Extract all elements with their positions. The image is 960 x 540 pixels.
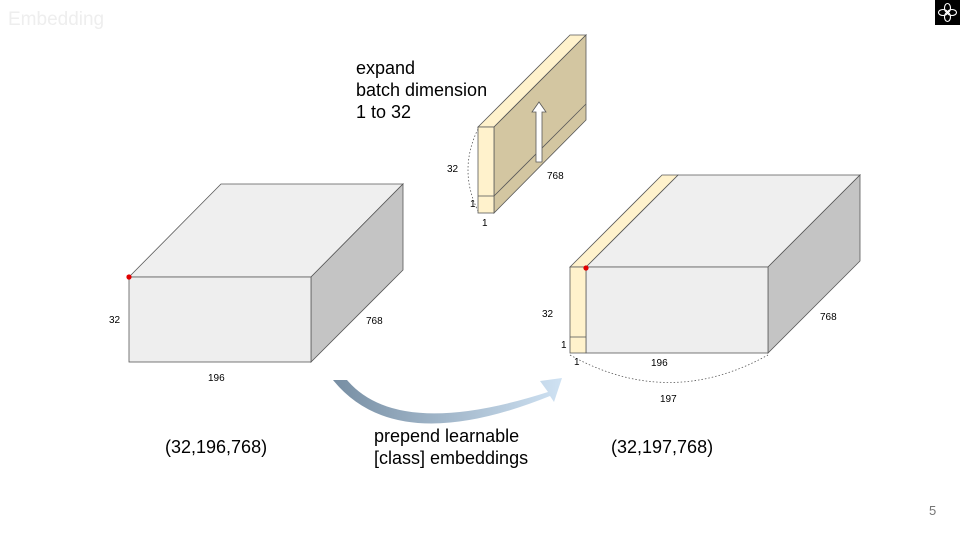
- right-dim-batch-label: 32: [542, 309, 554, 320]
- right-dim-tokens-label: 196: [651, 358, 668, 369]
- right-origin-marker: [583, 265, 589, 271]
- token-dim-embed-label: 768: [547, 171, 564, 182]
- token-dim-one-a-label: 1: [470, 199, 476, 210]
- left-shape-label: (32,196,768): [165, 437, 268, 457]
- prepend-caption-line2: [class] embeddings: [374, 448, 529, 468]
- token-dim-one-b-label: 1: [482, 218, 488, 229]
- prepend-caption: prepend learnable [class] embeddings: [374, 425, 528, 469]
- left-dim-embed-label: 768: [366, 316, 383, 327]
- logo-icon: [935, 0, 960, 25]
- right-token-front: [569, 266, 587, 354]
- right-dim-one-b-label: 1: [574, 357, 580, 368]
- left-tensor-box: [126, 183, 404, 363]
- prepend-arrow-icon: [333, 378, 562, 424]
- left-dim-batch-label: 32: [109, 315, 121, 326]
- expand-caption-line1: expand: [356, 58, 416, 78]
- prepend-caption-line1: prepend learnable: [374, 426, 520, 446]
- token-slab-front: [477, 126, 495, 214]
- right-dim-embed-label: 768: [820, 312, 837, 323]
- right-dim-total-label: 197: [660, 394, 677, 405]
- left-origin-marker: [126, 274, 132, 280]
- right-dim-one-a-label: 1: [561, 340, 567, 351]
- right-shape-label: (32,197,768): [611, 437, 714, 457]
- left-dim-tokens-label: 196: [208, 373, 225, 384]
- right-tensor-box: [569, 174, 861, 383]
- token-batch-brace: [467, 128, 479, 212]
- slide-title: Embedding: [8, 9, 105, 30]
- right-total-brace: [569, 354, 769, 383]
- expand-caption: expand batch dimension 1 to 32: [356, 57, 487, 123]
- page-number: 5: [929, 503, 937, 518]
- expand-caption-line3: 1 to 32: [356, 102, 412, 122]
- up-arrow-icon: [531, 101, 547, 163]
- left-box-front: [128, 276, 312, 363]
- right-box-front: [585, 266, 769, 354]
- class-token-slab: [467, 34, 587, 214]
- expand-caption-line2: batch dimension: [356, 80, 488, 100]
- token-dim-batch-label: 32: [447, 164, 459, 175]
